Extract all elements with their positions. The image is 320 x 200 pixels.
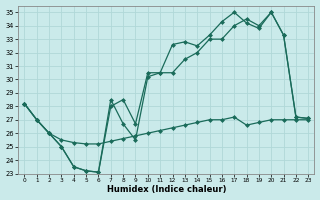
X-axis label: Humidex (Indice chaleur): Humidex (Indice chaleur) — [107, 185, 226, 194]
